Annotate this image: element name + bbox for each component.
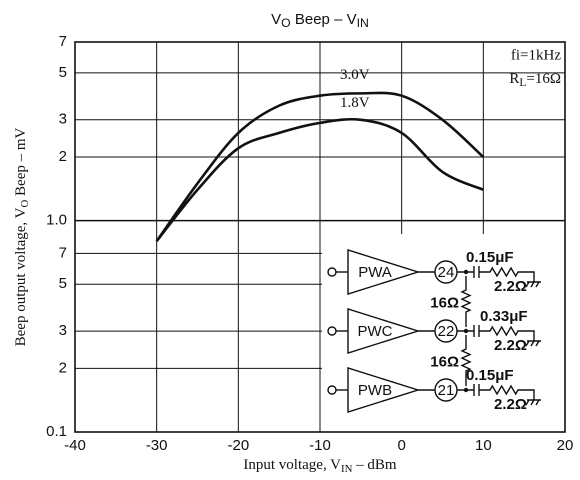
y-tick-label: 7 <box>59 244 67 261</box>
chart-title-part: IN <box>357 16 369 30</box>
amplifier <box>347 249 421 295</box>
node <box>463 328 469 334</box>
y-tick-label: 2 <box>59 148 67 165</box>
y-tick-label: 7 <box>59 33 67 50</box>
x-tick-label: 10 <box>475 437 492 454</box>
y-axis-label-part: Beep – mV <box>13 127 29 199</box>
ground <box>525 340 541 347</box>
y-tick-label: 3 <box>59 111 67 128</box>
amplifier-label: PWC <box>358 323 393 340</box>
resistor <box>479 266 535 282</box>
node <box>463 387 469 393</box>
y-tick-label: 3 <box>59 322 67 339</box>
node <box>463 269 469 275</box>
link-label: 16Ω <box>430 353 459 370</box>
pin-label: 21 <box>438 382 455 399</box>
condition-part: L <box>519 77 526 89</box>
condition-part: R <box>509 71 519 87</box>
x-axis-label-part: Input voltage, V <box>243 457 341 473</box>
resistor-label: 2.2Ω <box>494 337 527 354</box>
series-label: 3.0V <box>340 67 370 83</box>
pin-label: 24 <box>438 264 455 281</box>
y-tick-label: 1.0 <box>46 212 67 229</box>
y-axis-label-part: O <box>19 200 31 208</box>
x-axis-label-part: IN <box>341 463 353 475</box>
amplifier <box>347 308 421 354</box>
plot-frame <box>74 41 566 433</box>
y-tick-label: 2 <box>59 359 67 376</box>
link-resistor <box>460 276 472 327</box>
ground <box>525 399 541 406</box>
amplifier <box>347 367 421 413</box>
resistor <box>479 325 535 341</box>
series-line <box>155 91 485 242</box>
x-axis-label-part: – dBm <box>352 457 397 473</box>
chart-title-part: Beep – V <box>291 11 357 28</box>
amplifier-label: PWB <box>358 382 392 399</box>
capacitor-label: 0.15μF <box>466 367 514 384</box>
resistor <box>479 384 535 400</box>
link-resistor <box>460 335 472 386</box>
x-tick-label: -20 <box>227 437 249 454</box>
chart-title-part: V <box>271 11 281 28</box>
y-axis-label-part: Beep output voltage, V <box>13 207 29 346</box>
chart-title-part: O <box>281 16 291 30</box>
condition: fi=1kHz <box>511 47 561 63</box>
x-tick-label: -40 <box>64 437 86 454</box>
link-label: 16Ω <box>430 294 459 311</box>
x-tick-label: -10 <box>309 437 331 454</box>
x-tick-label: 20 <box>557 437 574 454</box>
x-axis-label: Input voltage, VIN – dBm <box>243 457 397 474</box>
chart-title: VO Beep – VIN <box>271 11 369 30</box>
ground <box>525 281 541 288</box>
x-tick-label: 0 <box>397 437 405 454</box>
inset-panel <box>322 234 565 432</box>
condition-part: =16Ω <box>526 71 561 87</box>
series-label: 1.8V <box>340 95 370 111</box>
pin-label: 22 <box>438 323 455 340</box>
capacitor-label: 0.15μF <box>466 249 514 266</box>
x-tick-label: -30 <box>146 437 168 454</box>
condition: RL=16Ω <box>509 71 561 89</box>
series-line <box>155 117 484 242</box>
y-tick-label: 0.1 <box>46 423 67 440</box>
y-axis-label: Beep output voltage, VO Beep – mV <box>13 127 30 346</box>
resistor-label: 2.2Ω <box>494 396 527 413</box>
y-tick-label: 5 <box>59 64 67 81</box>
amplifier-label: PWA <box>358 264 392 281</box>
capacitor-label: 0.33μF <box>480 308 528 325</box>
y-tick-label: 5 <box>59 275 67 292</box>
resistor-label: 2.2Ω <box>494 278 527 295</box>
